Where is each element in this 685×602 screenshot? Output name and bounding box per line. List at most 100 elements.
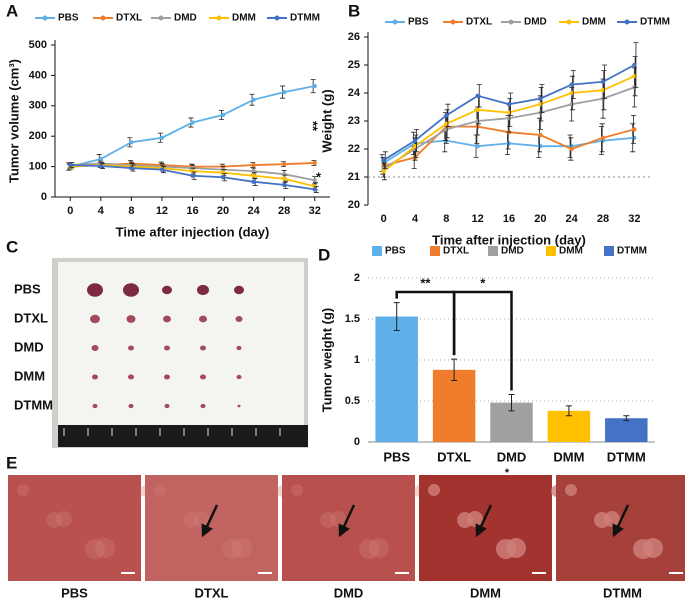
legend-label: DTXL — [443, 246, 469, 257]
tissue-texture — [193, 511, 209, 527]
y-tick-label: 20 — [348, 199, 360, 211]
legend-marker — [450, 19, 456, 25]
marker — [251, 173, 256, 178]
tumor — [236, 374, 242, 380]
marker — [569, 82, 574, 87]
y-tick-label: 21 — [348, 171, 360, 183]
image-label: PBS — [61, 585, 88, 600]
significance-label: * — [480, 275, 486, 290]
marker — [632, 135, 637, 140]
x-tick-label: 4 — [98, 205, 105, 217]
image-label: DMD — [334, 585, 364, 600]
y-tick-label: 0 — [41, 191, 47, 203]
tissue-texture — [17, 484, 29, 496]
significance-bracket — [452, 290, 513, 391]
marker — [444, 113, 449, 118]
panel-label: A — [6, 1, 18, 20]
legend-swatch — [430, 246, 440, 256]
tissue-texture — [594, 512, 610, 528]
error-bar — [451, 358, 458, 381]
tumor — [199, 315, 207, 323]
x-tick-label: 28 — [597, 213, 609, 225]
y-tick-label: 2 — [354, 272, 360, 284]
x-axis-title: Time after injection (day) — [432, 232, 586, 247]
x-tick-label: 20 — [217, 205, 229, 217]
y-tick-label: 500 — [29, 39, 47, 51]
marker — [251, 97, 256, 102]
y-axis-title: Tumor weight (g) — [319, 308, 334, 412]
marker — [600, 79, 606, 85]
panel-label: C — [6, 237, 18, 256]
tumor — [164, 374, 170, 380]
x-tick-label: DMM — [553, 449, 584, 464]
marker — [281, 176, 287, 181]
row-label: DMM — [14, 368, 45, 383]
marker — [412, 138, 418, 143]
histology-images — [8, 475, 685, 581]
tumor — [164, 345, 170, 351]
marker — [281, 172, 287, 177]
image-label: DMM — [470, 585, 501, 600]
panel-label: D — [318, 245, 330, 264]
y-tick-label: 22 — [348, 143, 360, 155]
x-tick-label: 28 — [278, 205, 290, 217]
y-tick-label: 0 — [354, 436, 360, 448]
x-tick-label: 24 — [247, 205, 260, 217]
arrow — [338, 504, 356, 538]
marker — [281, 161, 287, 167]
legend-marker — [158, 15, 164, 21]
row-label: DTMM — [14, 397, 53, 412]
tissue-texture — [56, 511, 72, 527]
legend-label: DMD — [174, 13, 197, 24]
marker — [381, 158, 386, 163]
legend-label: PBS — [58, 13, 79, 24]
tissue-texture — [330, 511, 346, 527]
tissue-texture — [633, 539, 653, 559]
marker — [412, 144, 418, 149]
tissue-texture — [359, 539, 379, 559]
legend-marker — [42, 15, 48, 21]
legend-label: DTMM — [290, 13, 320, 24]
tumor — [123, 283, 139, 297]
marker — [190, 120, 195, 125]
tumor — [91, 345, 99, 351]
bar — [432, 369, 476, 442]
legend-swatch — [372, 246, 382, 256]
legend-marker — [624, 19, 630, 25]
y-tick-label: 26 — [348, 31, 360, 43]
legend-label: DTXL — [116, 13, 142, 24]
tissue-texture — [496, 539, 516, 559]
tissue-texture — [428, 484, 440, 496]
panel-label: E — [6, 453, 17, 472]
x-tick-label: PBS — [383, 449, 410, 464]
y-tick-label: 1.5 — [345, 313, 360, 325]
tissue-texture — [95, 538, 115, 558]
marker — [312, 187, 317, 192]
tumor — [164, 403, 170, 409]
marker — [190, 173, 195, 178]
legend-marker — [508, 19, 514, 25]
tissue-texture — [232, 538, 252, 558]
marker — [312, 160, 317, 166]
marker — [159, 135, 165, 140]
marker — [475, 107, 480, 113]
x-tick-label: 16 — [503, 213, 515, 225]
tissue-texture — [183, 512, 199, 528]
tumor — [200, 403, 206, 409]
y-tick-label: 100 — [29, 161, 47, 173]
legend-label: DMM — [232, 13, 256, 24]
tissue-texture — [565, 484, 577, 496]
arrow — [201, 504, 219, 538]
legend-marker — [216, 15, 222, 21]
y-tick-label: 200 — [29, 130, 47, 142]
tissue-texture — [222, 539, 242, 559]
marker — [632, 127, 637, 132]
tumor — [237, 404, 241, 408]
y-tick-label: 0.5 — [345, 395, 360, 407]
row-label: DTXL — [14, 310, 48, 325]
tumor — [235, 316, 243, 322]
marker — [538, 102, 543, 107]
marker — [506, 141, 512, 146]
tumor — [236, 345, 242, 351]
